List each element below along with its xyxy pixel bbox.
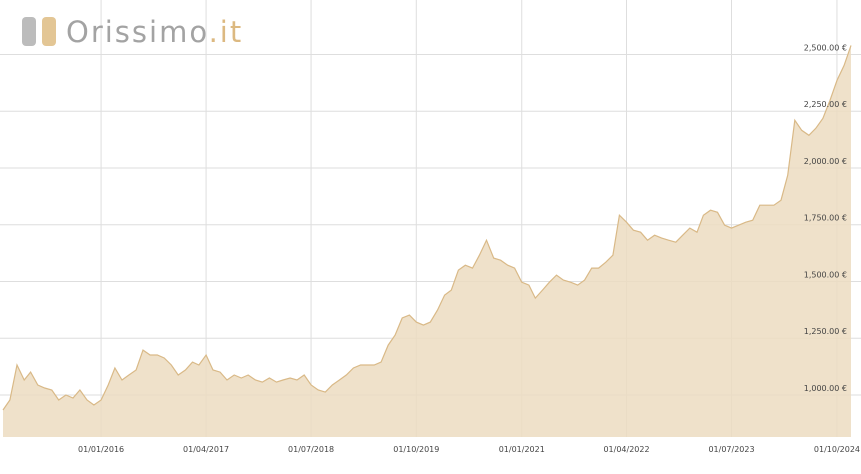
- logo-bar-gold: [42, 17, 56, 46]
- y-tick-label: 1,250.00 €: [804, 327, 847, 336]
- line: [2, 45, 852, 411]
- x-tick-label: 01/04/2017: [183, 445, 229, 454]
- labels: 1,000.00 € 1,250.00 € 1,500.00 € 1,750.00 €…: [78, 43, 860, 454]
- y-tick-label: 2,000.00 €: [804, 157, 847, 166]
- y-tick-label: 1,750.00 €: [804, 214, 847, 223]
- x-tick-label: 01/07/2018: [288, 445, 334, 454]
- x-tick-label: 01/10/2024: [814, 445, 860, 454]
- logo-text: Orissimo.it: [66, 15, 243, 49]
- y-tick-label: 1,500.00 €: [804, 270, 847, 279]
- x-tick-label: 01/10/2019: [393, 445, 439, 454]
- logo-domain: .it: [209, 15, 244, 49]
- plot: [2, 45, 852, 438]
- logo-name: Orissimo: [66, 15, 209, 49]
- x-tick-label: 01/07/2023: [708, 445, 754, 454]
- logo: Orissimo.it: [22, 15, 243, 49]
- y-tick-label: 1,000.00 €: [804, 384, 847, 393]
- x-tick-label: 01/01/2016: [78, 445, 124, 454]
- area: [3, 45, 851, 438]
- y-tick-label: 2,250.00 €: [804, 100, 847, 109]
- x-tick-label: 01/01/2021: [499, 445, 545, 454]
- y-tick-label: 2,500.00 €: [804, 43, 847, 52]
- logo-bar-silver: [22, 17, 36, 46]
- x-tick-label: 01/04/2022: [603, 445, 649, 454]
